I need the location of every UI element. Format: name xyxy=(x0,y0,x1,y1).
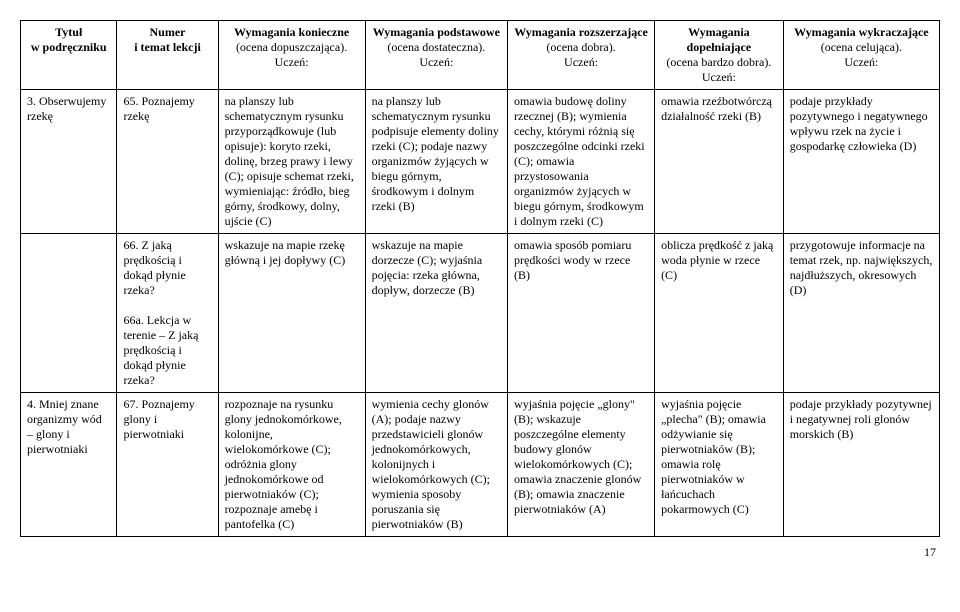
cell-title: 4. Mniej znane organizmy wód – glony i p… xyxy=(21,393,117,537)
cell-rozszerzajace: omawia sposób pomiaru prędkości wody w r… xyxy=(508,234,655,393)
cell-konieczne: na planszy lub schematycznym rysunku prz… xyxy=(218,90,365,234)
cell-wykraczajace: przygotowuje informacje na temat rzek, n… xyxy=(783,234,939,393)
cell-wykraczajace: podaje przykłady pozytywnej i negatywnej… xyxy=(783,393,939,537)
header-wykraczajace-a: Wymagania wykraczające xyxy=(794,25,929,39)
header-wykraczajace: Wymagania wykraczające (ocena celująca).… xyxy=(783,21,939,90)
cell-dopelniajace: omawia rzeźbotwórczą działalność rzeki (… xyxy=(655,90,784,234)
table-row: 4. Mniej znane organizmy wód – glony i p… xyxy=(21,393,940,537)
header-title-b: w podręczniku xyxy=(31,40,107,54)
cell-podstawowe: wymienia cechy glonów (A); podaje nazwy … xyxy=(365,393,507,537)
cell-lesson: 67. Poznajemy glony i pierwotniaki xyxy=(117,393,218,537)
header-rozszerzajace-b: (ocena dobra). xyxy=(546,40,615,54)
header-dopelniajace: Wymagania dopełniające (ocena bardzo dob… xyxy=(655,21,784,90)
header-rozszerzajace-a: Wymagania rozszerzające xyxy=(514,25,648,39)
header-podstawowe-b: (ocena dostateczna). xyxy=(387,40,485,54)
table-body: 3. Obserwujemy rzekę 65. Poznajemy rzekę… xyxy=(21,90,940,537)
cell-lesson: 65. Poznajemy rzekę xyxy=(117,90,218,234)
header-dopelniajace-a: Wymagania dopełniające xyxy=(687,25,752,54)
header-podstawowe: Wymagania podstawowe (ocena dostateczna)… xyxy=(365,21,507,90)
header-row: Tytuł w podręczniku Numer i temat lekcji… xyxy=(21,21,940,90)
table-row: 66. Z jaką prędkością i dokąd płynie rze… xyxy=(21,234,940,393)
header-title: Tytuł w podręczniku xyxy=(21,21,117,90)
header-lesson-a: Numer xyxy=(150,25,186,39)
header-title-a: Tytuł xyxy=(55,25,82,39)
header-podstawowe-c: Uczeń: xyxy=(419,55,453,69)
cell-rozszerzajace: wyjaśnia pojęcie „glony" (B); wskazuje p… xyxy=(508,393,655,537)
header-lesson: Numer i temat lekcji xyxy=(117,21,218,90)
cell-rozszerzajace: omawia budowę doliny rzecznej (B); wymie… xyxy=(508,90,655,234)
cell-wykraczajace: podaje przykłady pozytywnego i negatywne… xyxy=(783,90,939,234)
cell-podstawowe: na planszy lub schematycznym rysunku pod… xyxy=(365,90,507,234)
page-number: 17 xyxy=(20,545,940,560)
requirements-table: Tytuł w podręczniku Numer i temat lekcji… xyxy=(20,20,940,537)
cell-dopelniajace: oblicza prędkość z jaką woda płynie w rz… xyxy=(655,234,784,393)
cell-konieczne: wskazuje na mapie rzekę główną i jej dop… xyxy=(218,234,365,393)
header-dopelniajace-c: Uczeń: xyxy=(702,70,736,84)
header-rozszerzajace-c: Uczeń: xyxy=(564,55,598,69)
header-konieczne-a: Wymagania konieczne xyxy=(234,25,349,39)
cell-podstawowe: wskazuje na mapie dorzecze (C); wyjaśnia… xyxy=(365,234,507,393)
table-row: 3. Obserwujemy rzekę 65. Poznajemy rzekę… xyxy=(21,90,940,234)
cell-title xyxy=(21,234,117,393)
header-podstawowe-a: Wymagania podstawowe xyxy=(373,25,500,39)
header-konieczne: Wymagania konieczne (ocena dopuszczająca… xyxy=(218,21,365,90)
header-lesson-b: i temat lekcji xyxy=(134,40,201,54)
cell-title: 3. Obserwujemy rzekę xyxy=(21,90,117,234)
header-dopelniajace-b: (ocena bardzo dobra). xyxy=(666,55,771,69)
header-wykraczajace-c: Uczeń: xyxy=(844,55,878,69)
cell-lesson: 66. Z jaką prędkością i dokąd płynie rze… xyxy=(117,234,218,393)
header-wykraczajace-b: (ocena celująca). xyxy=(821,40,902,54)
header-rozszerzajace: Wymagania rozszerzające (ocena dobra). U… xyxy=(508,21,655,90)
header-konieczne-c: Uczeń: xyxy=(275,55,309,69)
cell-konieczne: rozpoznaje na rysunku glony jednokomórko… xyxy=(218,393,365,537)
header-konieczne-b: (ocena dopuszczająca). xyxy=(236,40,347,54)
cell-dopelniajace: wyjaśnia pojęcie „plecha" (B); omawia od… xyxy=(655,393,784,537)
